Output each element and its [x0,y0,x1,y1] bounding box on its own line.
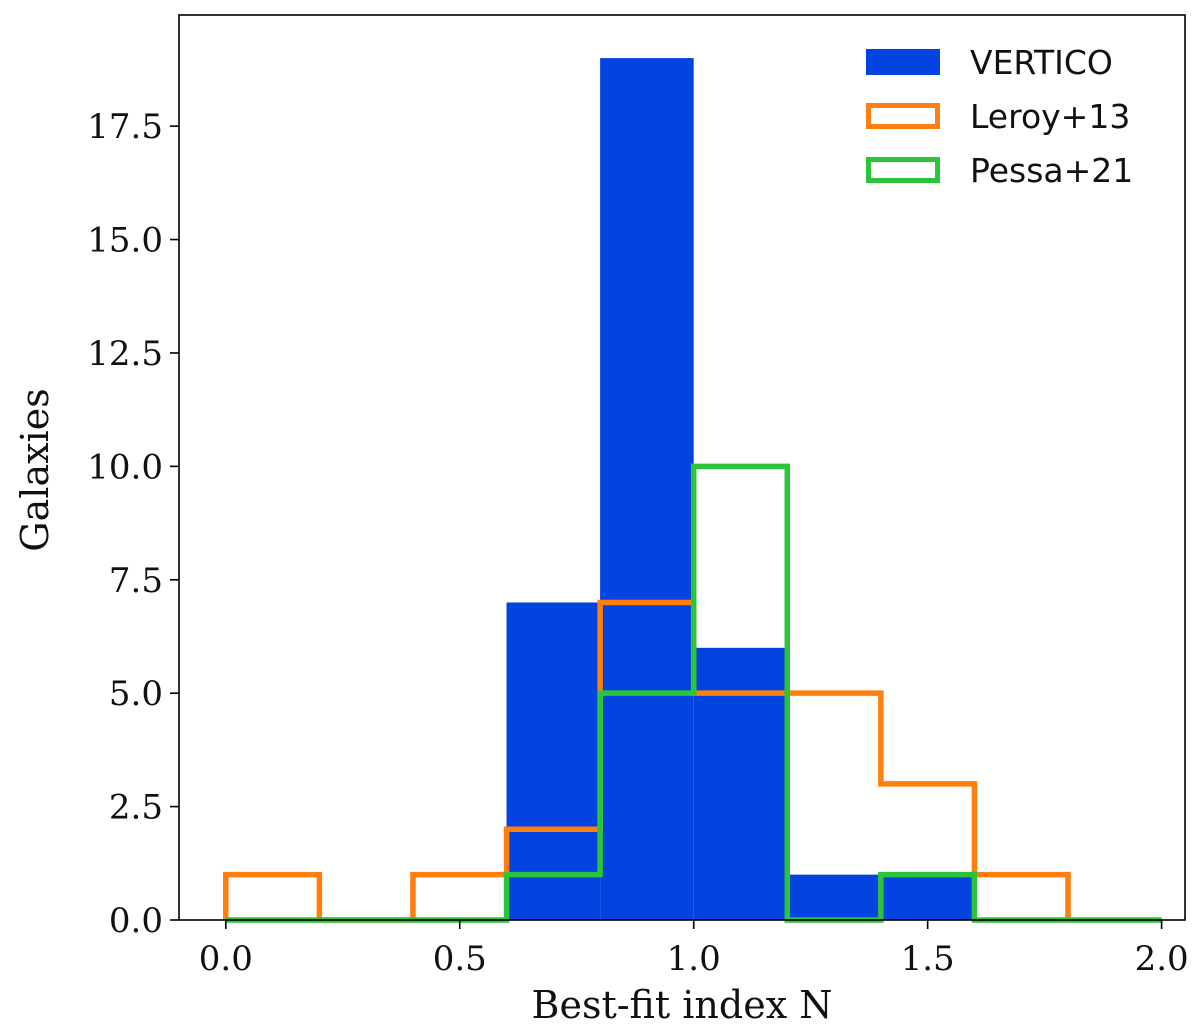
y-axis: 0.0 2.5 5.0 7.5 10.0 12.5 15.0 17.5 [87,107,179,941]
vertico-bar [880,874,975,920]
vertico-bar [600,58,694,921]
y-tick-label: 10.0 [87,447,163,487]
x-tick-label: 1.0 [667,939,721,979]
y-tick-label: 2.5 [109,788,163,828]
vertico-bar [693,647,788,920]
legend-label-vertico: VERTICO [970,43,1113,82]
y-tick-label: 15.0 [87,221,163,261]
legend-label-leroy-13: Leroy+13 [970,97,1130,136]
legend-label-pessa-21: Pessa+21 [970,151,1133,190]
y-tick-label: 5.0 [109,674,163,714]
vertico-bar [506,602,601,920]
legend-swatch-vertico [866,49,940,75]
vertico-bar [787,874,881,920]
x-tick-label: 0.5 [433,939,487,979]
plot-frame [178,14,1186,921]
y-tick-label: 7.5 [109,561,163,601]
y-axis-label: Galaxies [13,388,57,551]
x-tick-label: 2.0 [1135,939,1189,979]
x-axis: 0.0 0.5 1.0 1.5 2.0 [199,920,1189,979]
x-axis-label: Best-fit index N [532,983,833,1027]
x-tick-label: 1.5 [901,939,955,979]
y-tick-label: 0.0 [109,901,163,941]
x-tick-label: 0.0 [199,939,253,979]
legend-swatch-leroy-13 [866,103,940,129]
y-tick-label: 17.5 [87,107,163,147]
legend: VERTICO Leroy+13 Pessa+21 [866,43,1133,190]
legend-swatch-pessa-21 [866,157,940,183]
bars-layer [506,58,975,921]
y-tick-label: 12.5 [87,334,163,374]
